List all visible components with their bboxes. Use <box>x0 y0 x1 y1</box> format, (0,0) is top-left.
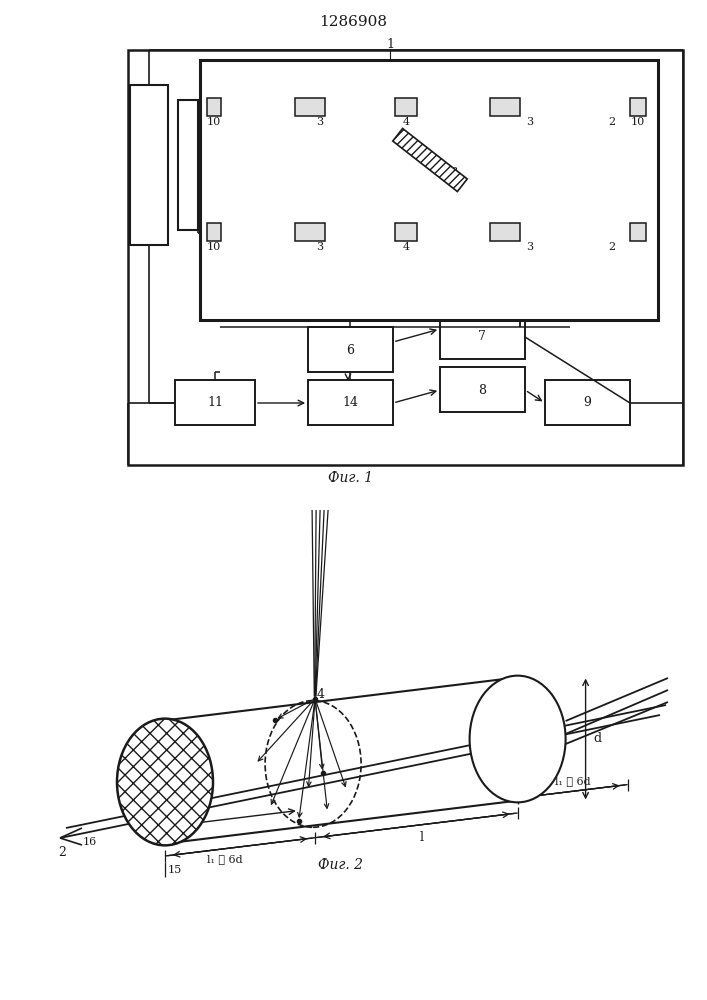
Text: 2: 2 <box>58 846 66 858</box>
Text: 8: 8 <box>478 383 486 396</box>
Text: 15: 15 <box>168 865 182 875</box>
Polygon shape <box>393 128 467 192</box>
Text: 6: 6 <box>346 344 354 357</box>
Bar <box>490 223 520 241</box>
Text: 14: 14 <box>342 396 358 410</box>
Text: 1286908: 1286908 <box>319 15 387 29</box>
Text: 1: 1 <box>386 38 394 51</box>
Text: Фиг. 1: Фиг. 1 <box>327 471 373 485</box>
Text: 7: 7 <box>478 330 486 344</box>
Text: 3: 3 <box>527 117 534 127</box>
Text: Фиг. 2: Фиг. 2 <box>317 858 363 872</box>
Text: 4: 4 <box>402 117 409 127</box>
Text: 3: 3 <box>527 242 534 252</box>
Bar <box>545 380 630 425</box>
Bar <box>175 380 255 425</box>
Text: 4: 4 <box>402 242 409 252</box>
Bar <box>630 98 646 116</box>
Bar <box>440 367 525 412</box>
Bar <box>178 100 198 230</box>
Text: 13: 13 <box>445 167 459 177</box>
Bar <box>440 314 525 359</box>
Bar <box>207 223 221 241</box>
Text: 9: 9 <box>583 396 591 410</box>
Ellipse shape <box>469 676 566 802</box>
Bar <box>130 85 168 245</box>
Bar <box>395 223 417 241</box>
Bar <box>200 60 658 320</box>
Bar <box>490 98 520 116</box>
Text: d: d <box>594 732 602 746</box>
Text: 5: 5 <box>145 158 153 172</box>
Text: 3: 3 <box>317 242 324 252</box>
Text: 16: 16 <box>83 837 98 847</box>
Text: 3: 3 <box>317 117 324 127</box>
Text: 12: 12 <box>181 160 195 170</box>
Text: 4: 4 <box>317 688 325 701</box>
Bar <box>207 98 221 116</box>
Text: 2: 2 <box>609 117 616 127</box>
Bar <box>308 327 393 372</box>
Bar <box>630 223 646 241</box>
Text: 10: 10 <box>207 242 221 252</box>
Text: 10: 10 <box>207 117 221 127</box>
Ellipse shape <box>117 719 213 845</box>
Bar <box>395 98 417 116</box>
Text: l₁ ≧ 6d: l₁ ≧ 6d <box>555 776 590 786</box>
Bar <box>128 50 683 465</box>
Bar <box>308 380 393 425</box>
Bar <box>295 223 325 241</box>
Bar <box>295 98 325 116</box>
Text: 11: 11 <box>207 396 223 410</box>
Text: l₁ ≧ 6d: l₁ ≧ 6d <box>207 854 243 864</box>
Text: l: l <box>419 831 423 844</box>
Text: 10: 10 <box>631 117 645 127</box>
Text: 2: 2 <box>609 242 616 252</box>
